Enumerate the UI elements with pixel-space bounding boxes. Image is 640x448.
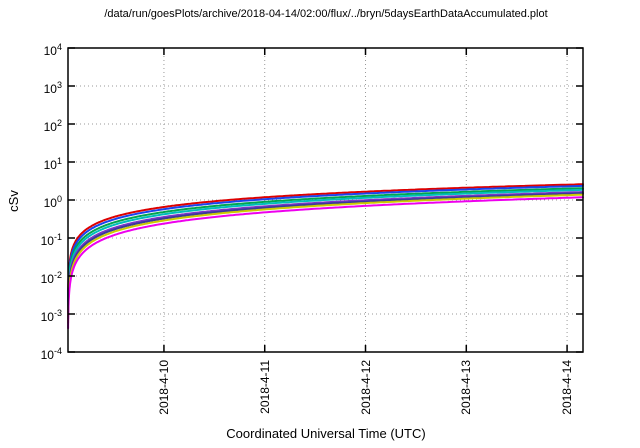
x-axis-label: Coordinated Universal Time (UTC) <box>226 426 426 441</box>
x-tick-label: 2018-4-14 <box>560 360 575 415</box>
y-tick-label: 104 <box>43 42 62 58</box>
x-tick-label: 2018-4-13 <box>459 360 474 415</box>
x-tick-label: 2018-4-12 <box>358 360 373 415</box>
x-tick-label: 2018-4-10 <box>156 360 171 415</box>
x-tick-label: 2018-4-11 <box>257 360 272 414</box>
y-tick-label: 10-1 <box>40 232 62 248</box>
y-tick-label: 100 <box>43 194 62 210</box>
y-tick-label: 101 <box>43 156 62 172</box>
y-tick-label: 10-3 <box>40 308 62 324</box>
y-tick-label: 10-2 <box>40 270 62 286</box>
y-tick-label: 103 <box>43 80 62 96</box>
chart-title: /data/run/goesPlots/archive/2018-04-14/0… <box>104 8 548 20</box>
y-tick-label: 10-4 <box>40 346 62 362</box>
y-tick-label: 102 <box>43 118 62 134</box>
